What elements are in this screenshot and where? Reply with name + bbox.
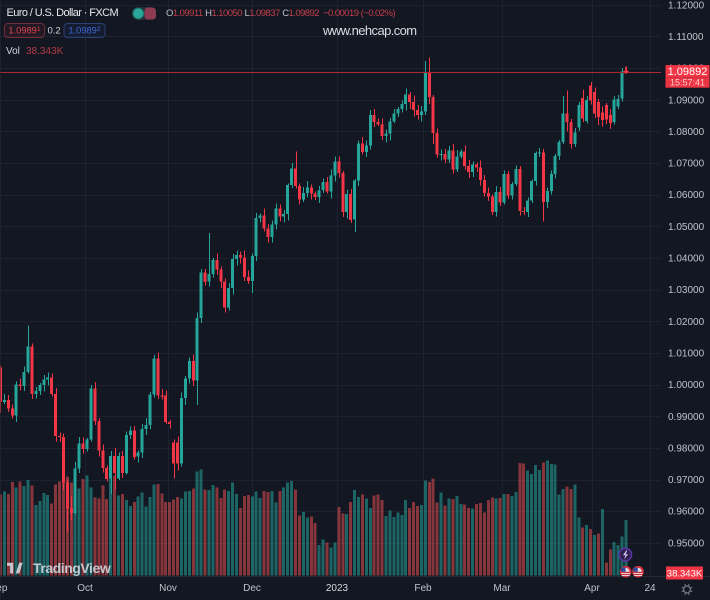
svg-text:1.06000: 1.06000 — [668, 190, 705, 201]
svg-text:15:57:41: 15:57:41 — [670, 78, 705, 88]
svg-text:1.03000: 1.03000 — [668, 285, 705, 296]
svg-text:Feb: Feb — [414, 583, 432, 594]
svg-text:Euro / U.S. Dollar · FXCM: Euro / U.S. Dollar · FXCM — [7, 7, 119, 19]
svg-text:Sep: Sep — [0, 583, 8, 594]
svg-text:1.12000: 1.12000 — [668, 0, 705, 11]
svg-text:Vol: Vol — [6, 46, 20, 57]
svg-text:1.01000: 1.01000 — [668, 349, 705, 360]
svg-text:1.04000: 1.04000 — [668, 254, 705, 265]
svg-text:1.00000: 1.00000 — [668, 380, 705, 391]
svg-text:www.nehcap.com: www.nehcap.com — [322, 23, 416, 38]
svg-text:2023: 2023 — [326, 583, 349, 594]
svg-text:1.09000: 1.09000 — [668, 95, 705, 106]
svg-text:1.02000: 1.02000 — [668, 317, 705, 328]
svg-text:0.95000: 0.95000 — [668, 538, 705, 549]
svg-text:1.08000: 1.08000 — [668, 127, 705, 138]
svg-text:0.2: 0.2 — [48, 26, 61, 37]
svg-text:1.09892: 1.09892 — [668, 66, 708, 78]
svg-text:Apr: Apr — [584, 583, 600, 594]
svg-text:TradingView: TradingView — [33, 560, 111, 576]
svg-text:0.96000: 0.96000 — [668, 507, 705, 518]
svg-text:0.97000: 0.97000 — [668, 475, 705, 486]
svg-text:1.09892: 1.09892 — [68, 26, 100, 36]
svg-text:1.09891: 1.09891 — [8, 26, 40, 36]
svg-text:0.98000: 0.98000 — [668, 443, 705, 454]
svg-text:1.07000: 1.07000 — [668, 159, 705, 170]
svg-text:1.05000: 1.05000 — [668, 222, 705, 233]
svg-text:Dec: Dec — [243, 583, 261, 594]
svg-text:38.343K: 38.343K — [26, 46, 64, 57]
svg-text:Mar: Mar — [493, 583, 511, 594]
svg-text:38.343K: 38.343K — [667, 569, 703, 580]
svg-text:Oct: Oct — [77, 583, 93, 594]
svg-text:1.11000: 1.11000 — [668, 32, 704, 43]
svg-text:24: 24 — [644, 583, 656, 594]
svg-text:0.99000: 0.99000 — [668, 412, 705, 423]
svg-text:Nov: Nov — [159, 583, 177, 594]
